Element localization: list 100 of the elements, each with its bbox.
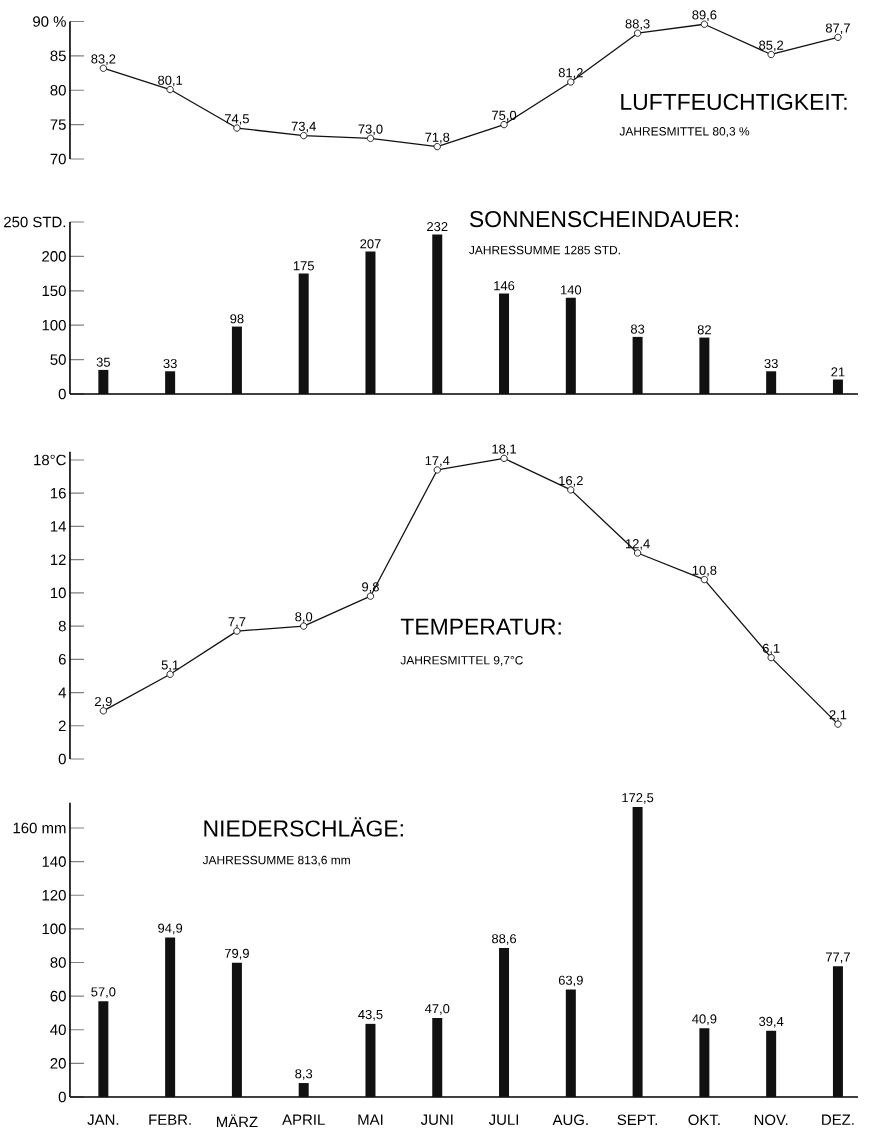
bar bbox=[699, 1028, 710, 1097]
x-tick-label: APRIL bbox=[282, 1114, 325, 1125]
bar bbox=[632, 806, 643, 1097]
y-tick-label: 80 bbox=[50, 84, 66, 96]
data-label: 80,1 bbox=[158, 75, 183, 87]
bar bbox=[165, 371, 176, 394]
data-label: 89,6 bbox=[692, 10, 717, 22]
y-tick-label: 8 bbox=[58, 620, 66, 632]
y-tick-label: 20 bbox=[50, 1058, 66, 1069]
data-label: 2,9 bbox=[95, 696, 112, 708]
y-tick-label: 18°C bbox=[34, 454, 66, 466]
bar bbox=[231, 962, 242, 1097]
y-tick-label: 150 bbox=[42, 285, 66, 297]
y-tick-label: 75 bbox=[50, 119, 66, 130]
y-tick-label: 100 bbox=[42, 923, 66, 935]
chart-title: SONNENSCHEINDAUER: bbox=[469, 210, 738, 228]
bar bbox=[565, 989, 576, 1097]
x-tick-label: SEPT. bbox=[617, 1114, 658, 1126]
data-label: 77,7 bbox=[826, 952, 850, 964]
data-label: 18,1 bbox=[492, 444, 517, 456]
y-tick-label: 60 bbox=[50, 990, 66, 1002]
data-label: 40,9 bbox=[692, 1014, 717, 1026]
y-tick-label: 10 bbox=[50, 587, 66, 599]
data-label: 35 bbox=[96, 357, 111, 367]
data-label: 83 bbox=[630, 324, 645, 334]
x-tick-label: FEBR. bbox=[149, 1114, 191, 1125]
data-label: 79,9 bbox=[225, 948, 249, 960]
text: JAHRESMITTEL 80,3 % bbox=[619, 127, 750, 137]
bar bbox=[832, 966, 843, 1097]
data-label: 207 bbox=[360, 239, 381, 249]
y-tick-label: 40 bbox=[50, 1024, 66, 1036]
data-label: 83,2 bbox=[91, 54, 116, 66]
bar bbox=[98, 1001, 109, 1097]
y-tick-label: 12 bbox=[50, 554, 66, 565]
data-label: 63,9 bbox=[558, 975, 583, 987]
y-tick-label: 90 % bbox=[33, 16, 66, 27]
data-label: 88,3 bbox=[625, 19, 650, 30]
data-label: 73,0 bbox=[358, 124, 383, 136]
data-label: 146 bbox=[494, 281, 515, 291]
bar bbox=[298, 1083, 309, 1097]
bar bbox=[165, 937, 176, 1097]
y-tick-label: 0 bbox=[58, 1091, 66, 1103]
text: JAHRESSUMME 1285 STD. bbox=[469, 245, 620, 255]
text: JAHRESSUMME 813,6 mm bbox=[202, 855, 350, 866]
data-label: 74,5 bbox=[225, 114, 249, 125]
y-tick-label: 0 bbox=[58, 753, 66, 765]
y-tick-label: 80 bbox=[50, 957, 66, 968]
data-label: 82 bbox=[697, 325, 711, 335]
bar bbox=[766, 371, 777, 394]
data-label: 71,8 bbox=[425, 132, 450, 144]
y-tick-label: 120 bbox=[42, 889, 66, 901]
y-tick-label: 160 mm bbox=[13, 822, 66, 834]
text: JAHRESMITTEL 9,7°C bbox=[400, 656, 523, 666]
y-tick-label: 70 bbox=[50, 153, 66, 165]
text: TEMPERATUR: bbox=[400, 618, 561, 635]
y-tick-label: 50 bbox=[50, 354, 66, 365]
data-label: 39,4 bbox=[759, 1016, 784, 1028]
data-label: 98 bbox=[230, 314, 244, 324]
data-label: 8,0 bbox=[295, 612, 313, 623]
bar bbox=[365, 251, 376, 394]
data-label: 88,6 bbox=[492, 934, 517, 945]
y-tick-label: 140 bbox=[42, 856, 66, 867]
bar bbox=[365, 1023, 376, 1097]
data-label: 16,2 bbox=[559, 475, 583, 487]
x-tick-label: OKT. bbox=[688, 1114, 720, 1126]
bar bbox=[432, 1017, 443, 1097]
data-label: 17,4 bbox=[425, 456, 450, 467]
bar bbox=[499, 293, 510, 394]
text: NIEDERSCHLÄGE: bbox=[204, 817, 403, 837]
y-tick-label: 4 bbox=[58, 687, 67, 698]
bar bbox=[98, 369, 109, 394]
bar bbox=[632, 336, 643, 394]
data-label: 172,5 bbox=[622, 793, 654, 804]
x-tick-label: DEZ. bbox=[822, 1114, 854, 1125]
y-tick-label: 16 bbox=[50, 487, 66, 499]
bar bbox=[499, 948, 510, 1097]
x-tick-label: MÄRZ bbox=[216, 1114, 258, 1128]
data-label: 75,0 bbox=[492, 110, 517, 122]
data-label: 140 bbox=[561, 285, 582, 295]
y-tick-label: 200 bbox=[42, 251, 66, 262]
bar bbox=[699, 337, 710, 394]
bar bbox=[565, 297, 576, 394]
y-tick-label: 6 bbox=[58, 654, 66, 665]
x-tick-label: JUNI bbox=[420, 1114, 453, 1125]
bar bbox=[766, 1030, 777, 1097]
x-tick-label: JAN. bbox=[87, 1114, 119, 1125]
data-label: 47,0 bbox=[424, 1004, 450, 1015]
data-label: 33 bbox=[163, 358, 177, 369]
x-tick-label: MAI bbox=[358, 1114, 383, 1125]
x-tick-label: AUG. bbox=[552, 1114, 588, 1126]
data-label: 175 bbox=[293, 261, 314, 271]
data-label: 94,9 bbox=[158, 923, 183, 935]
data-label: 6,1 bbox=[762, 643, 780, 655]
data-label: 73,4 bbox=[291, 121, 316, 133]
x-tick-label: NOV. bbox=[754, 1114, 788, 1126]
bar bbox=[298, 273, 309, 394]
data-label: 7,7 bbox=[228, 617, 246, 628]
data-label: 87,7 bbox=[825, 23, 850, 35]
data-label: 85,2 bbox=[759, 40, 784, 52]
data-label: 43,5 bbox=[358, 1009, 383, 1021]
